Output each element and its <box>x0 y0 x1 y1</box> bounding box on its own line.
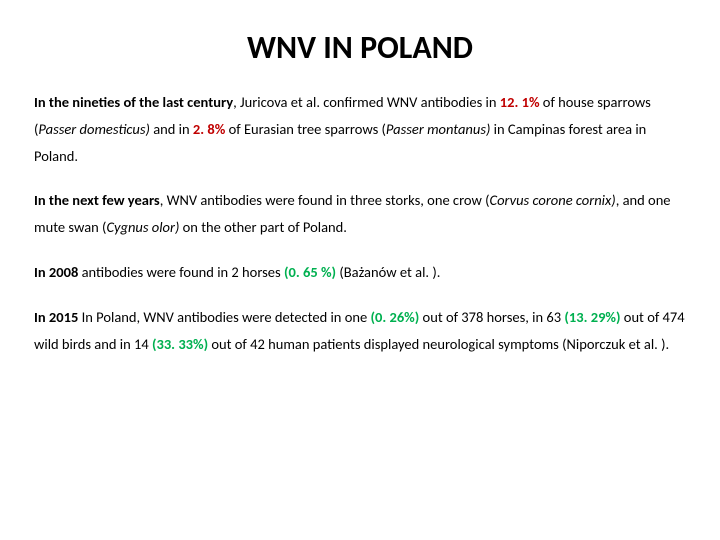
paragraph-4: In 2015 In Poland, WNV antibodies were d… <box>34 304 686 358</box>
p4-t1: In Poland, WNV antibodies were detected … <box>78 308 370 326</box>
p1-species1: Passer domesticus) <box>38 120 150 138</box>
p1-t4: of Eurasian tree sparrows ( <box>225 120 386 138</box>
p4-pct3: (33. 33%) <box>152 335 208 353</box>
p4-t2: out of 378 horses, in 63 <box>419 308 564 326</box>
p1-pct2: 2. 8% <box>193 120 225 138</box>
p3-pct1: (0. 65 %) <box>284 263 336 281</box>
p4-pct1: (0. 26%) <box>370 308 419 326</box>
p3-t1: antibodies were found in 2 horses <box>78 263 284 281</box>
p1-lead: In the nineties of the last century <box>34 93 233 111</box>
p4-lead: In 2015 <box>34 308 78 326</box>
p1-t3: and in <box>150 120 193 138</box>
paragraph-1: In the nineties of the last century, Jur… <box>34 89 686 169</box>
slide-title: WNV IN POLAND <box>34 28 686 67</box>
p3-t2: (Bażanów et al. ). <box>336 263 440 281</box>
p1-t1: , Juricova et al. confirmed WNV antibodi… <box>233 93 500 111</box>
p2-species1: Corvus corone cornix) <box>490 191 616 209</box>
paragraph-2: In the next few years, WNV antibodies we… <box>34 187 686 241</box>
p3-lead: In 2008 <box>34 263 78 281</box>
p1-pct1: 12. 1% <box>500 93 540 111</box>
p2-t1: , WNV antibodies were found in three sto… <box>160 191 490 209</box>
p1-species2: Passer montanus) <box>386 120 490 138</box>
p2-species2: Cygnus olor) <box>106 218 179 236</box>
paragraph-3: In 2008 antibodies were found in 2 horse… <box>34 259 686 286</box>
p2-t3: on the other part of Poland. <box>179 218 347 236</box>
p2-lead: In the next few years <box>34 191 160 209</box>
p4-pct2: (13. 29%) <box>564 308 620 326</box>
p4-t4: out of 42 human patients displayed neuro… <box>208 335 669 353</box>
